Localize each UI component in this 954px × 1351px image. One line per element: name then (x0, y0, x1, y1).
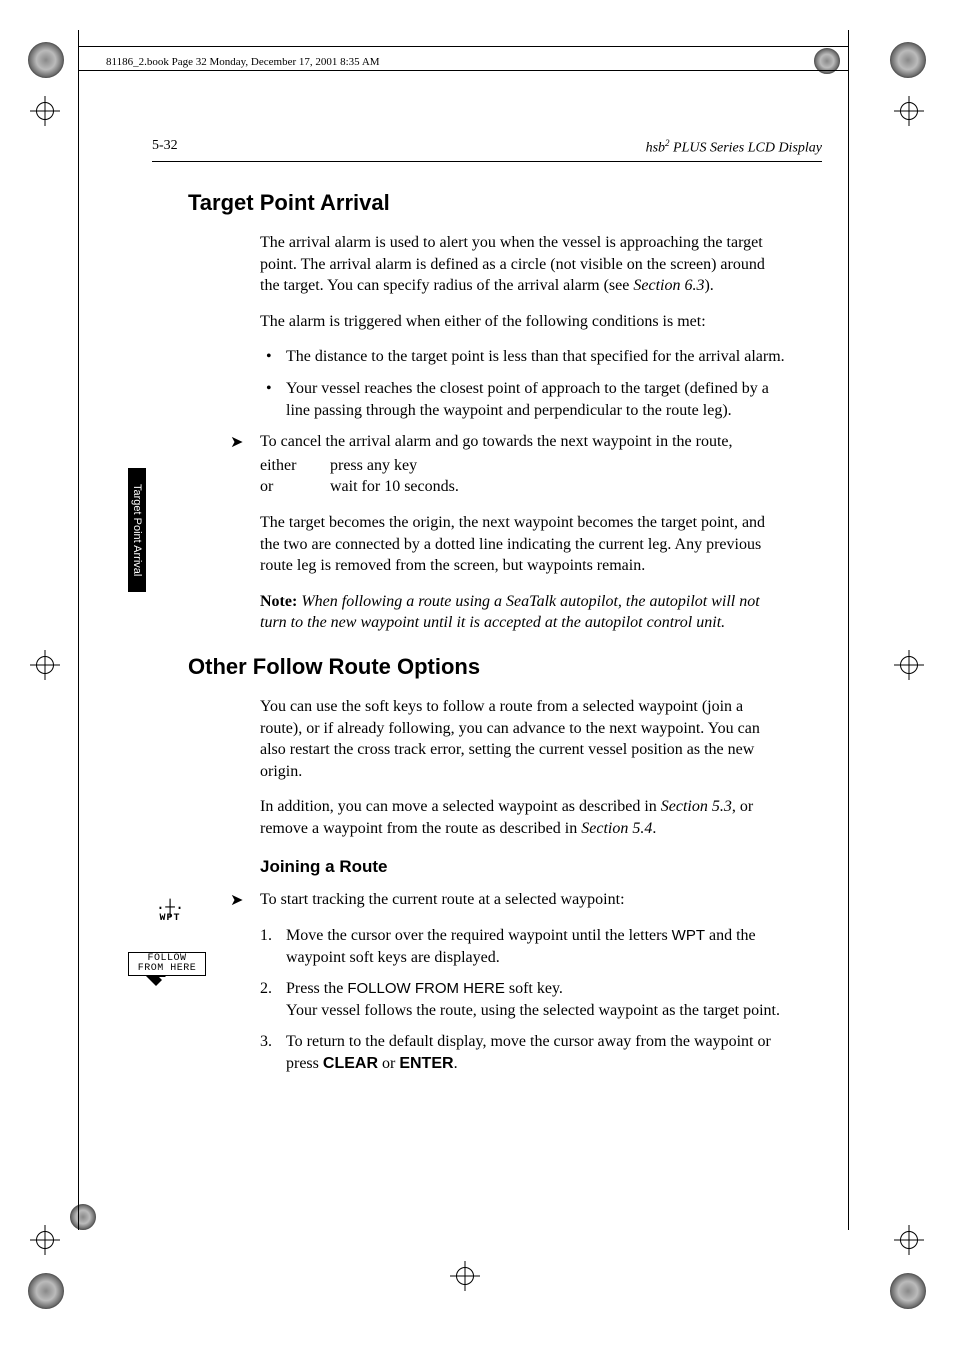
heading-joining-route: Joining a Route (260, 857, 788, 877)
step-1: Move the cursor over the required waypoi… (260, 925, 788, 968)
or-val: wait for 10 seconds. (330, 476, 459, 498)
or-label: or (260, 476, 330, 498)
tpa-arrow-text: To cancel the arrival alarm and go towar… (260, 433, 733, 450)
step2-b: soft key. (505, 980, 563, 997)
frame-right (848, 30, 849, 1230)
ofro-para2: In addition, you can move a selected way… (260, 796, 788, 839)
reg-mark-top-right (894, 96, 924, 126)
ofro-p2a: In addition, you can move a selected way… (260, 798, 661, 815)
page-number: 5-32 (152, 138, 178, 157)
note-text: When following a route using a SeaTalk a… (260, 593, 760, 632)
tpa-bullet-1: The distance to the target point is less… (260, 346, 788, 368)
tpa-p1-ref: Section 6.3 (633, 277, 704, 294)
ofro-p2-ref2: Section 5.4 (581, 820, 652, 837)
reg-mark-mid-left (30, 650, 60, 680)
step2-key: FOLLOW FROM HERE (347, 980, 505, 997)
step-2: Press the FOLLOW FROM HERE soft key. You… (260, 978, 788, 1021)
tpa-bullet-2: Your vessel reaches the closest point of… (260, 378, 788, 421)
ofro-arrow-block: ➤ To start tracking the current route at… (260, 889, 788, 911)
step3-or: or (378, 1055, 399, 1072)
arrow-icon: ➤ (230, 890, 243, 912)
reg-mark-bot-left (30, 1225, 60, 1255)
ofro-p2-ref1: Section 5.3 (661, 798, 732, 815)
page-header: 5-32 hsb2 PLUS Series LCD Display (152, 138, 822, 162)
corner-mark-bl (28, 1273, 64, 1309)
tpa-p1b: ). (704, 277, 713, 294)
inner-disc-bl (70, 1204, 96, 1230)
ofro-arrow-text: To start tracking the current route at a… (260, 891, 625, 908)
either-val: press any key (330, 455, 417, 477)
note-label: Note: (260, 593, 301, 610)
ofro-p2c: . (652, 820, 656, 837)
step2-a: Press the (286, 980, 347, 997)
corner-mark-tr (890, 42, 926, 78)
reg-mark-top-left (30, 96, 60, 126)
frame-left (78, 30, 79, 1230)
step-3: To return to the default display, move t… (260, 1031, 788, 1074)
step3-b: . (454, 1055, 458, 1072)
heading-other-follow-route: Other Follow Route Options (188, 654, 788, 680)
ofro-para1: You can use the soft keys to follow a ro… (260, 696, 788, 782)
reg-mark-bot-center (450, 1261, 480, 1291)
corner-mark-br (890, 1273, 926, 1309)
page-title-prefix: hsb (646, 141, 665, 156)
tpa-arrow-block: ➤ To cancel the arrival alarm and go tow… (260, 431, 788, 498)
tpa-para1: The arrival alarm is used to alert you w… (260, 232, 788, 297)
arrow-icon: ➤ (230, 432, 243, 454)
tpa-para3: The target becomes the origin, the next … (260, 512, 788, 577)
step3-clear: CLEAR (323, 1055, 378, 1072)
frame-top-inner (78, 70, 848, 71)
reg-mark-bot-right (894, 1225, 924, 1255)
heading-target-point-arrival: Target Point Arrival (188, 190, 788, 216)
tpa-note: Note: When following a route using a Sea… (260, 591, 788, 634)
main-content: Target Point Arrival The arrival alarm i… (188, 190, 788, 1085)
joining-route-steps: Move the cursor over the required waypoi… (260, 925, 788, 1075)
wpt-cursor-icon: ·┼· WPT (150, 903, 190, 924)
corner-mark-tl (28, 42, 64, 78)
either-or-block: either press any key or wait for 10 seco… (260, 455, 788, 498)
page-title-suffix: PLUS Series LCD Display (670, 141, 822, 156)
reg-mark-mid-right (894, 650, 924, 680)
tpa-bullets: The distance to the target point is less… (260, 346, 788, 421)
step2-c: Your vessel follows the route, using the… (286, 1000, 788, 1022)
either-label: either (260, 455, 330, 477)
step1-wpt: WPT (672, 927, 705, 944)
step3-enter: ENTER (399, 1055, 453, 1072)
tpa-para2: The alarm is triggered when either of th… (260, 311, 788, 333)
side-tab: Target Point Arrival (128, 468, 146, 592)
page-title: hsb2 PLUS Series LCD Display (646, 138, 822, 157)
frame-top (78, 46, 848, 47)
step1-a: Move the cursor over the required waypoi… (286, 927, 672, 944)
book-header: 81186_2.book Page 32 Monday, December 17… (106, 56, 380, 68)
